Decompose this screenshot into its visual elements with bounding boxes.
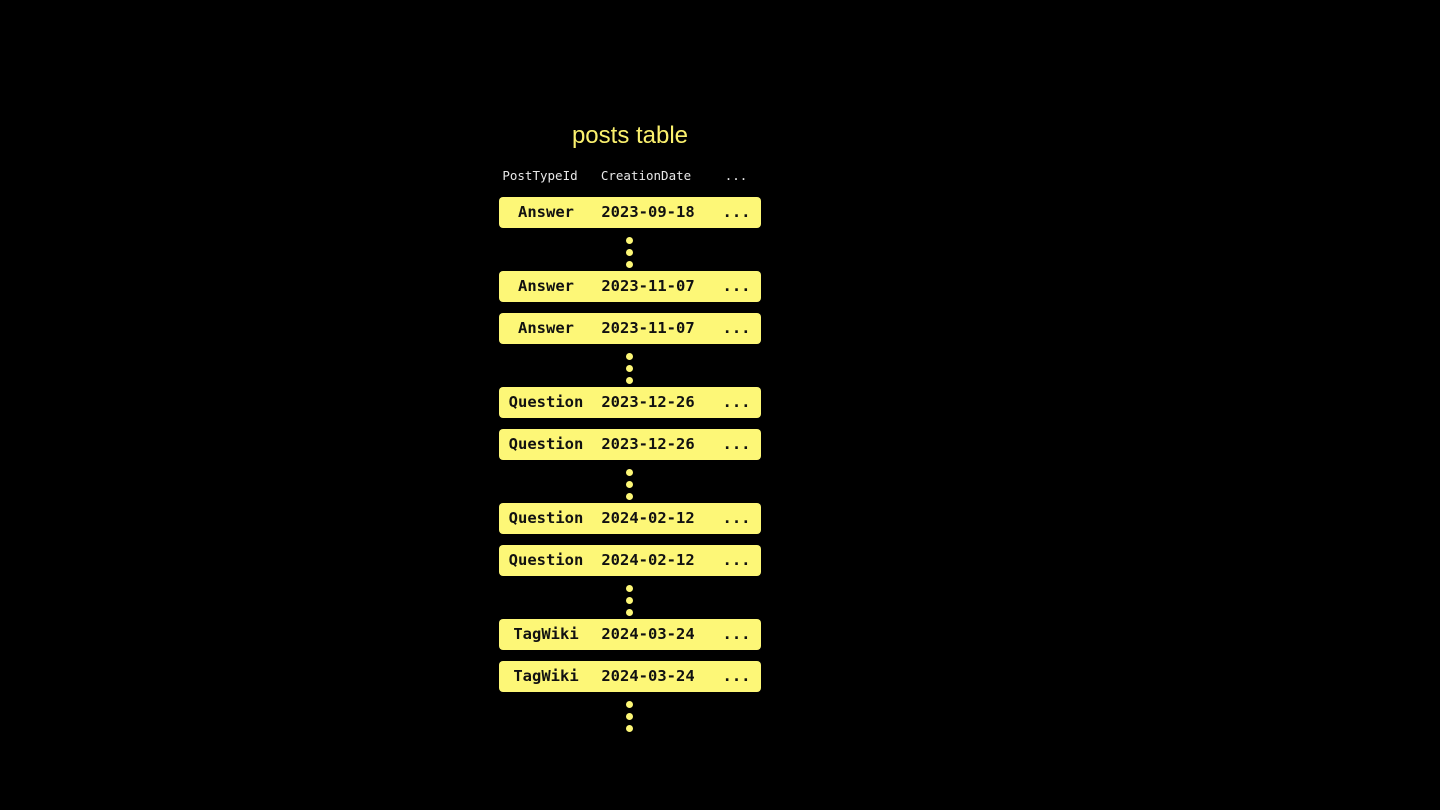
- table-row: Answer 2023-09-18...: [499, 197, 761, 228]
- ellipsis-dot: [626, 701, 633, 708]
- cell-posttypeid: Question: [508, 509, 584, 527]
- table-row: Question 2024-02-12...: [499, 545, 761, 576]
- cell-posttypeid: TagWiki: [513, 667, 579, 685]
- cell-creationdate: 2023-11-07: [601, 277, 695, 295]
- cell-more: ...: [722, 551, 751, 569]
- cell-more: ...: [722, 667, 751, 685]
- ellipsis-dot: [626, 353, 633, 360]
- cell-creationdate: 2024-03-24: [601, 625, 695, 643]
- cell-posttypeid: TagWiki: [513, 625, 579, 643]
- ellipsis-dot: [626, 725, 633, 732]
- cell-more: ...: [722, 625, 751, 643]
- ellipsis-dot: [626, 713, 633, 720]
- cell-more: ...: [722, 393, 751, 411]
- table-row: Answer 2023-11-07...: [499, 313, 761, 344]
- cell-creationdate: 2024-02-12: [601, 551, 695, 569]
- ellipsis-dot: [626, 377, 633, 384]
- cell-more: ...: [722, 203, 751, 221]
- ellipsis-dot: [626, 585, 633, 592]
- ellipsis-dot: [626, 481, 633, 488]
- cell-creationdate: 2024-03-24: [601, 667, 695, 685]
- cell-posttypeid: Question: [508, 435, 584, 453]
- column-header-posttypeid: PostTypeId: [502, 168, 578, 183]
- table-row: TagWiki 2024-03-24...: [499, 619, 761, 650]
- cell-creationdate: 2023-12-26: [601, 435, 695, 453]
- table-row: TagWiki 2024-03-24...: [499, 661, 761, 692]
- table-row: Question 2024-02-12...: [499, 503, 761, 534]
- cell-creationdate: 2024-02-12: [601, 509, 695, 527]
- column-header-creationdate: CreationDate: [600, 168, 692, 183]
- table-row: Answer 2023-11-07...: [499, 271, 761, 302]
- cell-posttypeid: Question: [508, 551, 584, 569]
- ellipsis-dot: [626, 597, 633, 604]
- cell-more: ...: [722, 509, 751, 527]
- table-row: Question 2023-12-26...: [499, 429, 761, 460]
- ellipsis-dot: [626, 261, 633, 268]
- ellipsis-dot: [626, 469, 633, 476]
- cell-creationdate: 2023-11-07: [601, 319, 695, 337]
- cell-creationdate: 2023-12-26: [601, 393, 695, 411]
- ellipsis-dot: [626, 365, 633, 372]
- cell-posttypeid: Question: [508, 393, 584, 411]
- ellipsis-dot: [626, 249, 633, 256]
- ellipsis-dot: [626, 609, 633, 616]
- ellipsis-dot: [626, 237, 633, 244]
- column-header-more: ...: [724, 168, 748, 183]
- cell-posttypeid: Answer: [518, 277, 574, 295]
- cell-more: ...: [722, 319, 751, 337]
- table-title: posts table: [571, 122, 689, 149]
- cell-more: ...: [722, 435, 751, 453]
- cell-posttypeid: Answer: [518, 203, 574, 221]
- cell-posttypeid: Answer: [518, 319, 574, 337]
- cell-creationdate: 2023-09-18: [601, 203, 695, 221]
- ellipsis-dot: [626, 493, 633, 500]
- table-row: Question 2023-12-26...: [499, 387, 761, 418]
- cell-more: ...: [722, 277, 751, 295]
